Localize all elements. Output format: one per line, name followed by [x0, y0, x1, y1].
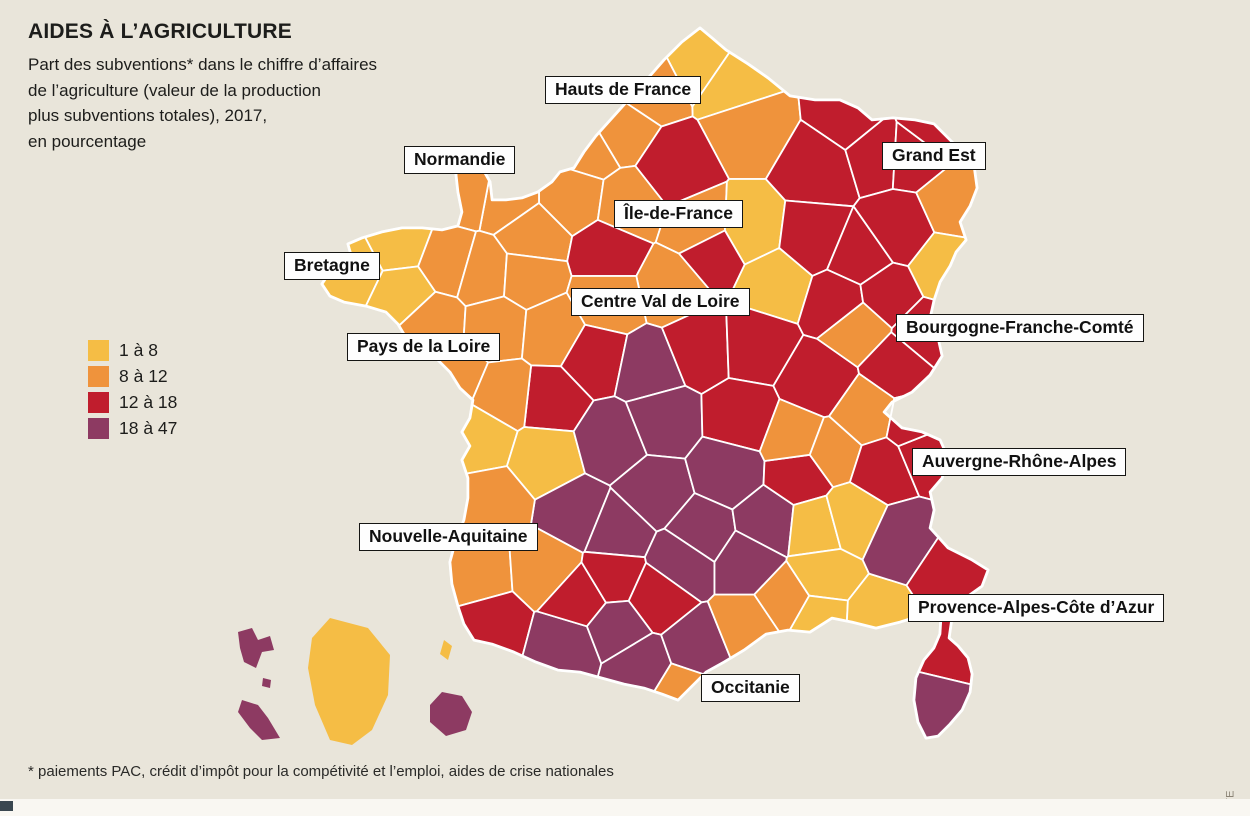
territory-guadeloupe-islet	[262, 678, 271, 688]
subtitle: Part des subventions* dans le chiffre d’…	[28, 55, 378, 151]
region-label-auvergne-rhone-alpes: Auvergne-Rhône-Alpes	[912, 448, 1127, 476]
corsica	[912, 604, 974, 740]
region-label-nouvelle-aquitaine: Nouvelle-Aquitaine	[359, 523, 538, 551]
region-label-bretagne: Bretagne	[284, 252, 380, 280]
legend-item: 8 à 12	[88, 366, 177, 387]
region-label-grand-est: Grand Est	[882, 142, 986, 170]
region-label-provence-alpes-cote-d-azur: Provence-Alpes-Côte d’Azur	[908, 594, 1165, 622]
region-label-ile-de-france: Île-de-France	[614, 200, 743, 228]
coastline	[320, 26, 990, 702]
territory-guyane	[308, 618, 390, 745]
region-label-occitanie: Occitanie	[701, 674, 800, 702]
department-cell	[758, 398, 825, 462]
footnote: * paiements PAC, crédit d’impôt pour la …	[28, 763, 614, 780]
department-cell	[913, 671, 972, 739]
territory-mayotte	[440, 640, 452, 660]
region-label-normandie: Normandie	[404, 146, 516, 174]
legend-label: 18 à 47	[119, 418, 178, 438]
legend-item: 1 à 8	[88, 340, 177, 361]
coastline	[912, 604, 974, 740]
title-block: AIDES À L’AGRICULTURE Part des subventio…	[28, 20, 428, 154]
bottom-strip	[0, 799, 1250, 816]
region-label-bourgogne-franche-comte: Bourgogne-Franche-Comté	[896, 314, 1144, 342]
legend-swatch	[88, 418, 109, 439]
territory-guadeloupe	[238, 628, 274, 668]
legend-swatch	[88, 366, 109, 387]
legend-item: 12 à 18	[88, 392, 177, 413]
region-label-pays-de-la-loire: Pays de la Loire	[347, 333, 501, 361]
legend-swatch	[88, 340, 109, 361]
page-title: AIDES À L’AGRICULTURE	[28, 20, 292, 43]
region-label-hauts-de-france: Hauts de France	[545, 76, 702, 104]
corner-artifact	[0, 801, 13, 811]
territory-reunion	[430, 692, 472, 736]
overseas-territories	[238, 618, 472, 745]
legend-label: 8 à 12	[119, 366, 168, 386]
legend-label: 12 à 18	[119, 392, 178, 412]
legend-item: 18 à 47	[88, 418, 177, 439]
legend: 1 à 8 8 à 12 12 à 18 18 à 47	[88, 340, 177, 444]
territory-martinique	[238, 700, 280, 740]
region-label-centre-val-de-loire: Centre Val de Loire	[571, 288, 750, 316]
legend-label: 1 à 8	[119, 340, 158, 360]
legend-swatch	[88, 392, 109, 413]
